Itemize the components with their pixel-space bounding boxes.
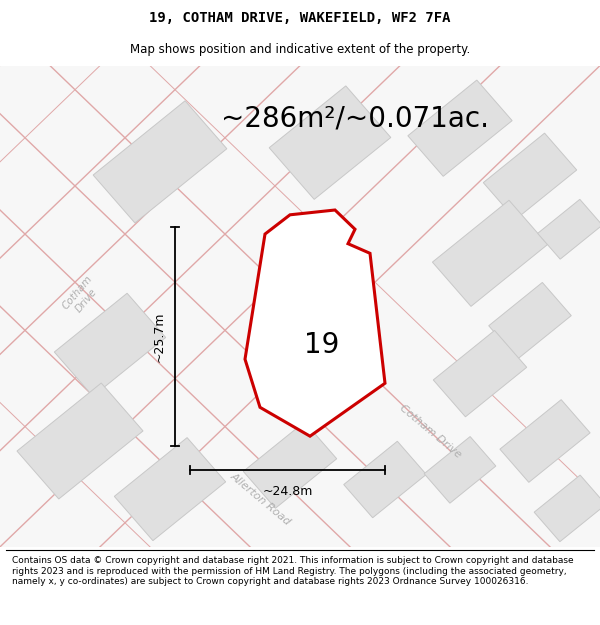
Polygon shape xyxy=(538,199,600,259)
Text: ~286m²/~0.071ac.: ~286m²/~0.071ac. xyxy=(221,104,489,132)
Polygon shape xyxy=(424,437,496,503)
Text: ~25.7m: ~25.7m xyxy=(152,311,166,362)
Polygon shape xyxy=(433,331,527,417)
Polygon shape xyxy=(433,200,548,306)
Polygon shape xyxy=(243,422,337,508)
Polygon shape xyxy=(483,133,577,219)
Text: ~24.8m: ~24.8m xyxy=(262,484,313,498)
Polygon shape xyxy=(17,383,143,499)
Text: Map shows position and indicative extent of the property.: Map shows position and indicative extent… xyxy=(130,42,470,56)
Polygon shape xyxy=(408,80,512,176)
Polygon shape xyxy=(344,441,426,518)
Polygon shape xyxy=(93,101,227,223)
Polygon shape xyxy=(534,475,600,542)
Text: Contains OS data © Crown copyright and database right 2021. This information is : Contains OS data © Crown copyright and d… xyxy=(12,556,574,586)
Text: Allerton Road: Allerton Road xyxy=(228,471,292,527)
Polygon shape xyxy=(245,210,385,436)
Polygon shape xyxy=(115,438,226,541)
Text: Cotham Drive: Cotham Drive xyxy=(397,402,463,460)
Polygon shape xyxy=(269,86,391,199)
Polygon shape xyxy=(500,399,590,482)
Text: 19: 19 xyxy=(304,331,340,359)
Text: Cotham
Drive: Cotham Drive xyxy=(61,274,103,319)
Polygon shape xyxy=(55,293,166,396)
Text: 19, COTHAM DRIVE, WAKEFIELD, WF2 7FA: 19, COTHAM DRIVE, WAKEFIELD, WF2 7FA xyxy=(149,11,451,26)
Polygon shape xyxy=(489,282,571,359)
